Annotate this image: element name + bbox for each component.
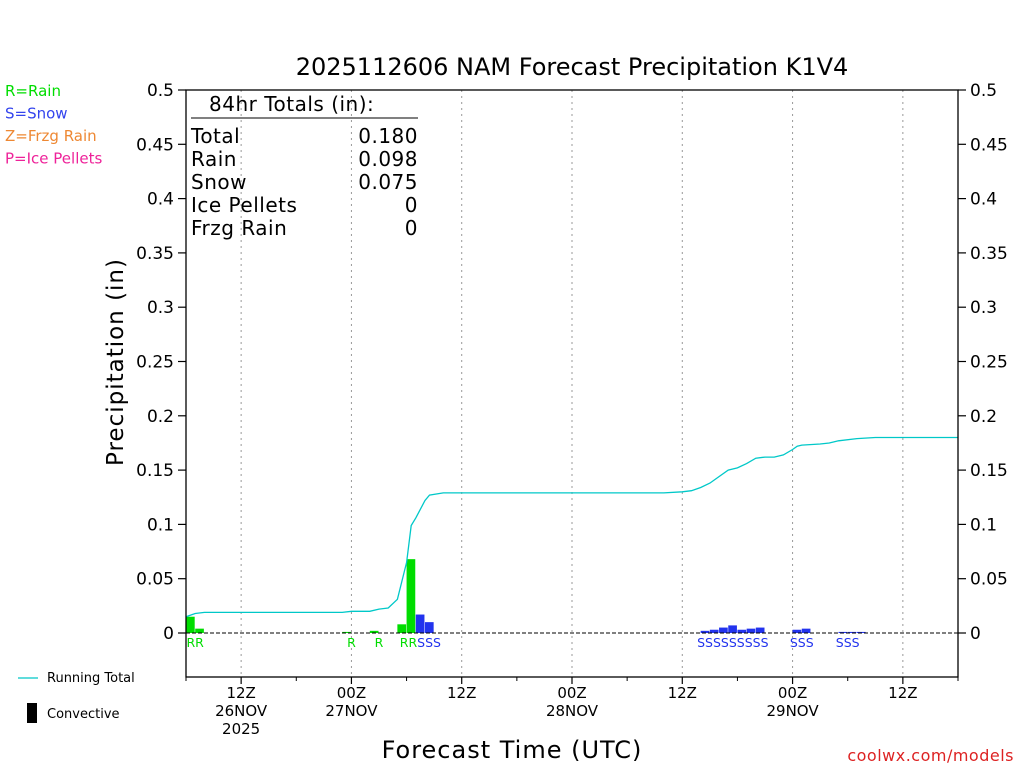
totals-value-0: 0.180	[358, 124, 418, 148]
precip-bar-15	[792, 629, 802, 633]
totals-box: 84hr Totals (in): Total 0.180 Rain 0.098 Sno…	[190, 92, 418, 240]
precip-bar-18	[847, 631, 857, 633]
x-tick-label-5-0: 00Z	[778, 684, 807, 702]
x-tick-label-1-1: 27NOV	[325, 702, 378, 720]
precip-bar-2	[342, 631, 351, 633]
totals-value-2: 0.075	[358, 170, 418, 194]
totals-value-1: 0.098	[358, 147, 418, 171]
y-axis-left: 0 0.05 0.1 0.15 0.2 0.25 0.3 0.35 0.4 0.45 0.5	[136, 81, 186, 644]
y-tick-label-left-6: 0.3	[147, 298, 174, 318]
precip-bar-11	[728, 625, 737, 633]
precip-bar-0	[186, 616, 195, 633]
precip-bar-10	[719, 627, 728, 633]
y-axis-label: Precipitation (in)	[103, 258, 129, 466]
precip-bar-19	[856, 631, 866, 633]
y-tick-label-right-8: 0.4	[970, 190, 997, 210]
y-tick-label-right-10: 0.5	[970, 81, 997, 101]
type-letters-6: SSS	[836, 635, 860, 650]
x-tick-label-0-2: 2025	[222, 720, 260, 738]
convective-label: Convective	[47, 707, 120, 722]
y-tick-label-left-9: 0.45	[136, 135, 174, 155]
y-tick-label-left-3: 0.15	[136, 461, 174, 481]
precip-type-legend: R=Rain S=Snow Z=Frzg Rain P=Ice Pellets	[5, 82, 102, 168]
y-axis-right: 0 0.05 0.1 0.15 0.2 0.25 0.3 0.35 0.4 0.45 0.5	[958, 81, 1008, 644]
precip-bar-17	[838, 631, 848, 633]
x-axis-label: Forecast Time (UTC)	[382, 736, 643, 764]
y-tick-label-right-5: 0.25	[970, 353, 1008, 373]
legend-type-1: S=Snow	[5, 105, 68, 123]
x-tick-label-2-0: 12Z	[447, 684, 476, 702]
totals-value-3: 0	[405, 193, 418, 217]
legend-type-2: Z=Frzg Rain	[5, 127, 97, 145]
type-letters-5: SSS	[790, 635, 814, 650]
chart-title: 2025112606 NAM Forecast Precipitation K1…	[296, 53, 849, 81]
y-tick-label-right-7: 0.35	[970, 244, 1008, 264]
running-total-line	[185, 436, 958, 618]
y-tick-label-right-3: 0.15	[970, 461, 1008, 481]
precip-bar-13	[746, 628, 756, 633]
precip-bar-6	[415, 614, 425, 633]
type-letters-1: R	[347, 635, 356, 650]
legend-type-0: R=Rain	[5, 82, 61, 100]
y-tick-label-right-6: 0.3	[970, 298, 997, 318]
y-tick-label-right-4: 0.2	[970, 407, 997, 427]
type-letters-0: RR	[187, 635, 205, 650]
precip-bar-7	[424, 622, 434, 633]
totals-header: 84hr Totals (in):	[209, 92, 374, 116]
y-tick-label-left-10: 0.5	[147, 81, 174, 101]
precip-bar-5	[406, 559, 416, 633]
y-tick-label-left-0: 0	[163, 624, 174, 644]
y-tick-label-right-9: 0.45	[970, 135, 1008, 155]
convective-swatch	[27, 703, 37, 723]
totals-label-2: Snow	[191, 170, 247, 194]
x-tick-label-0-0: 12Z	[226, 684, 255, 702]
x-tick-label-3-1: 28NOV	[546, 702, 599, 720]
y-tick-label-right-0: 0	[970, 624, 981, 644]
precip-bar-16	[801, 628, 811, 633]
totals-label-3: Ice Pellets	[191, 193, 297, 217]
precip-bar-8	[700, 630, 710, 633]
legend-type-3: P=Ice Pellets	[5, 150, 102, 168]
y-tick-label-left-5: 0.25	[136, 353, 174, 373]
x-tick-label-0-1: 26NOV	[215, 702, 268, 720]
precip-bar-3	[369, 630, 379, 633]
type-letters-4: SSSSSSSSS	[697, 635, 768, 650]
type-letters-2: R	[375, 635, 384, 650]
y-tick-label-right-1: 0.05	[970, 570, 1008, 590]
x-tick-label-1-0: 00Z	[337, 684, 366, 702]
bottom-legend: Running Total Convective	[18, 671, 135, 723]
totals-label-0: Total	[190, 124, 240, 148]
y-tick-label-left-7: 0.35	[136, 244, 174, 264]
totals-label-4: Frzg Rain	[191, 216, 287, 240]
site-credit: coolwx.com/models	[847, 746, 1014, 765]
x-tick-label-6-0: 12Z	[888, 684, 917, 702]
y-tick-label-left-8: 0.4	[147, 190, 174, 210]
precip-bar-14	[755, 627, 765, 633]
y-tick-label-left-4: 0.2	[147, 407, 174, 427]
precip-bar-1	[195, 628, 204, 633]
running-total-label: Running Total	[47, 671, 135, 686]
totals-value-4: 0	[405, 216, 418, 240]
x-tick-label-3-0: 00Z	[557, 684, 586, 702]
y-tick-label-left-2: 0.1	[147, 515, 174, 535]
vertical-gridlines	[240, 90, 904, 677]
x-tick-label-5-1: 29NOV	[767, 702, 820, 720]
y-tick-label-left-1: 0.05	[136, 570, 174, 590]
precip-bar-9	[709, 629, 719, 633]
precip-bars	[186, 559, 866, 633]
precip-bar-4	[397, 624, 407, 633]
type-letters-3: RRSSS	[400, 635, 441, 650]
totals-label-1: Rain	[191, 147, 237, 171]
precip-bar-12	[737, 629, 747, 633]
y-tick-label-right-2: 0.1	[970, 515, 997, 535]
precip-type-letters: RR R R RRSSS SSSSSSSSS SSS SSS	[187, 635, 860, 650]
x-tick-label-4-0: 12Z	[668, 684, 697, 702]
